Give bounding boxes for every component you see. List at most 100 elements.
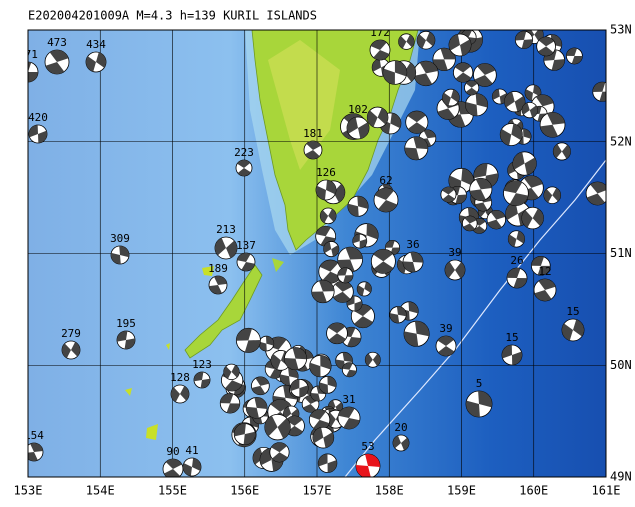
beachball-quadrant <box>444 261 465 279</box>
background-event <box>404 136 429 161</box>
beachball-quadrant <box>333 281 353 303</box>
beachball-quadrant <box>234 423 256 445</box>
beachball-quadrant <box>28 62 38 82</box>
beachball-quadrant <box>454 62 472 83</box>
background-event <box>453 62 474 83</box>
beachball-quadrant <box>432 48 456 71</box>
event-depth-label: 53 <box>361 440 374 453</box>
event: 39 <box>435 322 457 357</box>
beachball-quadrant <box>389 306 407 323</box>
event-depth-label: 172 <box>370 26 390 39</box>
x-label: 153E <box>14 484 43 498</box>
beachball-quadrant <box>220 393 240 414</box>
background-event <box>337 267 354 284</box>
beachball-quadrant <box>45 50 69 75</box>
map-title: E202004201009A M=4.3 h=139 KURIL ISLANDS <box>28 9 317 23</box>
beachball-quadrant <box>284 347 307 370</box>
beachball-quadrant <box>365 353 381 366</box>
background-event <box>531 256 551 276</box>
beachball-quadrant <box>404 136 428 160</box>
beachball-quadrant <box>111 245 130 264</box>
event: 137 <box>236 239 256 272</box>
background-event <box>469 177 493 201</box>
background-event <box>233 423 256 446</box>
background-event <box>491 88 508 105</box>
event: 189 <box>208 262 228 295</box>
beachball-quadrant <box>465 80 478 95</box>
event-depth-label: 62 <box>379 174 392 187</box>
beachball-quadrant <box>540 112 565 138</box>
beachball-quadrant <box>61 341 81 359</box>
beachball-quadrant <box>209 276 227 294</box>
beachball-quadrant <box>463 216 477 231</box>
beachball-quadrant <box>504 91 525 112</box>
background-event <box>326 322 348 345</box>
x-label: 156E <box>230 484 259 498</box>
beachball-quadrant <box>194 372 210 388</box>
beachball-quadrant <box>466 391 492 417</box>
beachball-quadrant <box>393 435 409 451</box>
event: 20 <box>392 421 410 452</box>
beachball-quadrant <box>404 321 430 347</box>
beachball-quadrant <box>534 278 556 302</box>
beachball-quadrant <box>251 376 270 395</box>
event-depth-label: 213 <box>216 223 236 236</box>
beachball-quadrant <box>474 63 496 87</box>
event: 15 <box>501 331 523 366</box>
beachball-quadrant <box>370 39 390 60</box>
beachball-quadrant <box>264 415 291 439</box>
background-event <box>323 241 340 258</box>
beachball-quadrant <box>543 187 561 203</box>
background-event <box>416 30 436 50</box>
beachball-quadrant <box>379 113 401 134</box>
event: 123 <box>192 358 212 389</box>
beachball-quadrant <box>86 52 106 72</box>
beachball-quadrant <box>312 427 334 448</box>
beachball-quadrant <box>271 442 288 462</box>
beachball-quadrant <box>500 123 523 146</box>
background-event <box>585 181 606 206</box>
background-event <box>442 88 460 107</box>
event-depth-label: 181 <box>303 127 323 140</box>
event: 128 <box>170 371 190 404</box>
event: 279 <box>61 327 81 360</box>
background-event <box>566 47 583 65</box>
event: 90 <box>162 445 184 477</box>
background-event <box>290 378 309 398</box>
event: 53 <box>355 440 381 477</box>
event-depth-label: 104 <box>450 20 470 33</box>
beachball-quadrant <box>279 367 299 386</box>
background-event <box>504 91 526 113</box>
event-depth-label: 279 <box>61 327 81 340</box>
beachball-quadrant <box>356 453 380 477</box>
beachball-quadrant <box>357 281 372 296</box>
beachball-quadrant <box>328 400 343 414</box>
event: 126 <box>315 166 337 201</box>
background-event <box>347 195 369 217</box>
event-depth-label: 128 <box>170 371 190 384</box>
island <box>202 266 214 276</box>
background-event <box>264 414 291 441</box>
highland <box>268 40 340 170</box>
background-event <box>269 442 290 463</box>
x-label: 157E <box>303 484 332 498</box>
background-event <box>539 111 566 138</box>
beachball-quadrant <box>265 359 284 379</box>
beachball-quadrant <box>342 362 357 377</box>
event: 41 <box>182 444 202 477</box>
beachball-quadrant <box>502 345 522 365</box>
background-event <box>440 186 457 203</box>
event-depth-label: 434 <box>86 38 106 51</box>
background-event <box>382 60 408 85</box>
background-event <box>507 230 526 248</box>
event: 154 <box>28 429 44 462</box>
event-depth-label: 31 <box>342 393 355 406</box>
trench-line <box>344 159 606 477</box>
background-event <box>364 351 381 368</box>
background-event <box>318 375 337 394</box>
background-event <box>312 426 335 449</box>
background-event <box>503 180 529 207</box>
event-depth-label: 223 <box>234 146 254 159</box>
